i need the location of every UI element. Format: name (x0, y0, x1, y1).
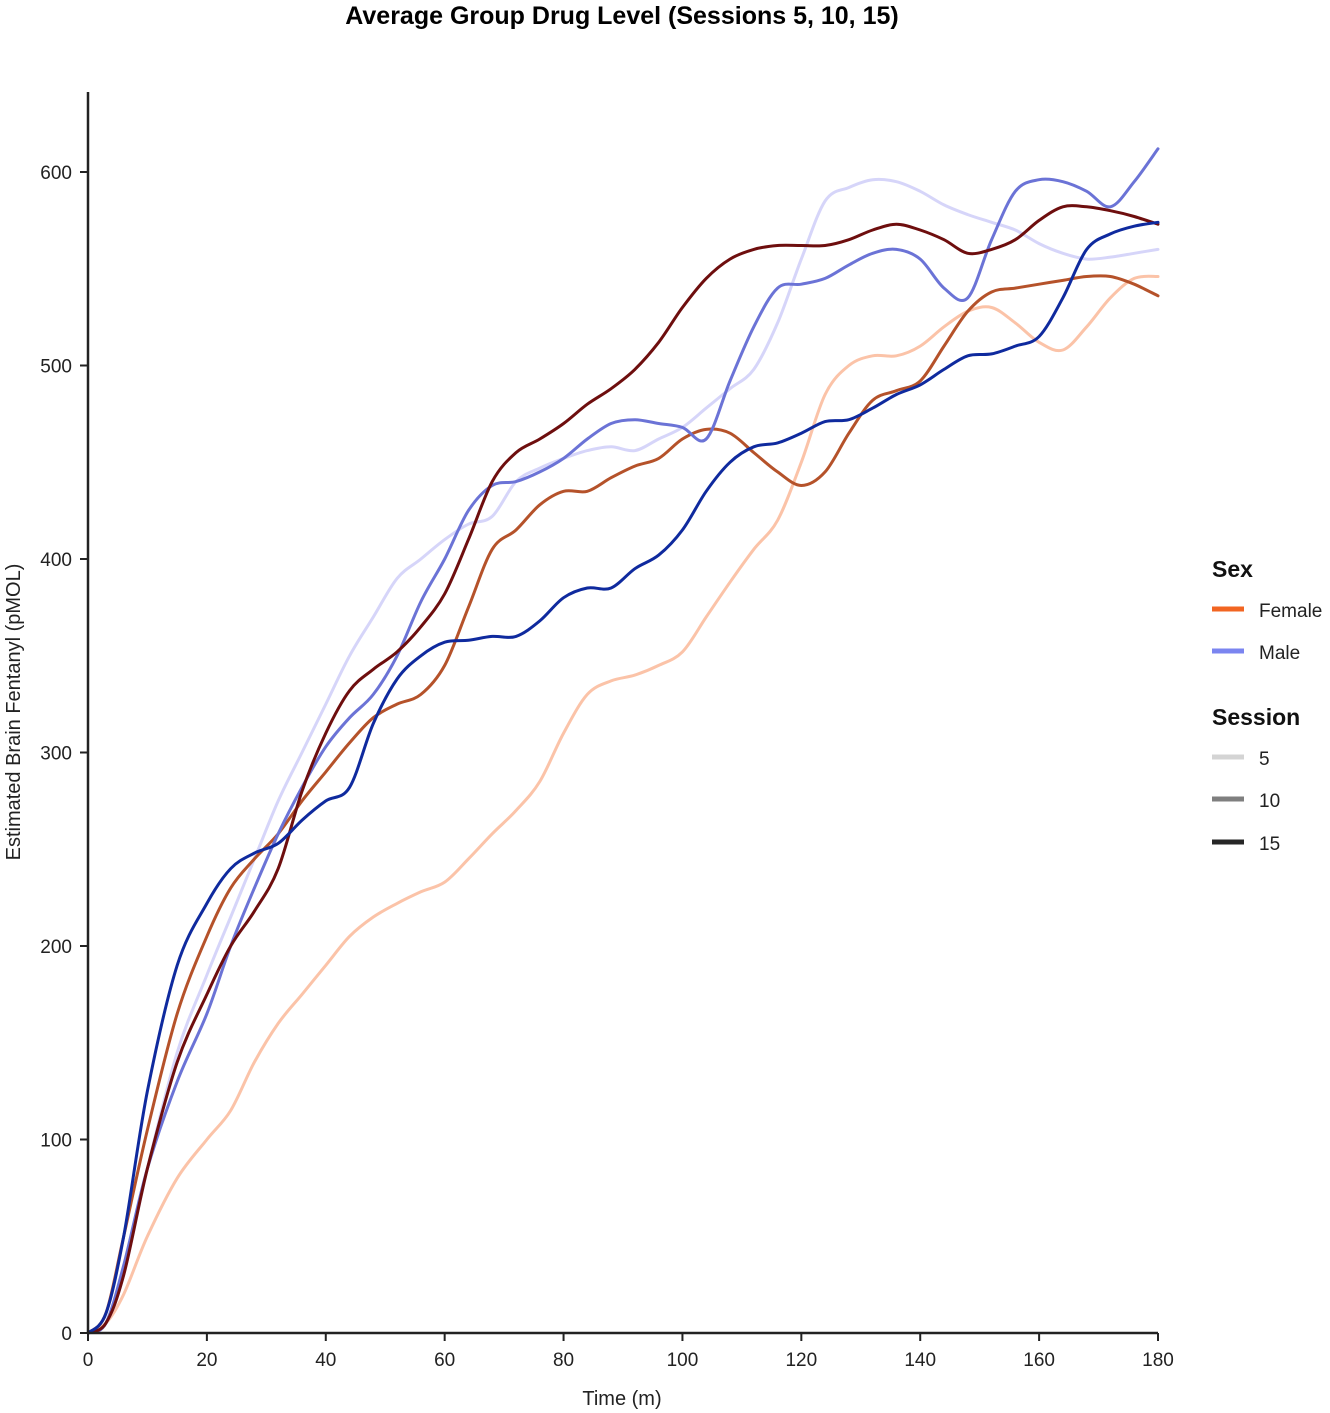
series-line-female-session-10 (86, 274, 1160, 1335)
series-line-female-session-5 (86, 274, 1160, 1335)
x-tick-label: 180 (1142, 1350, 1174, 1371)
y-tick-label: 100 (40, 1131, 72, 1152)
x-axis-label: Time (m) (582, 1388, 661, 1410)
legend: Sex Female Male Session 5 10 15 (1212, 556, 1322, 855)
legend-label-male: Male (1259, 643, 1300, 664)
y-tick-label: 200 (40, 937, 72, 958)
x-tick-label: 140 (904, 1350, 936, 1371)
x-tick-label: 40 (315, 1350, 336, 1371)
x-tick-label: 100 (667, 1350, 699, 1371)
y-tick-label: 0 (61, 1324, 72, 1345)
legend-sex-title: Sex (1212, 556, 1253, 582)
y-ticks: 0 100 200 300 400 500 600 (40, 163, 88, 1345)
legend-label-session-5: 5 (1259, 749, 1270, 770)
legend-session-title: Session (1212, 704, 1300, 730)
y-tick-label: 500 (40, 357, 72, 378)
x-tick-label: 120 (785, 1350, 817, 1371)
y-axis-label: Estimated Brain Fentanyl (pMOL) (3, 564, 25, 861)
series-layer (86, 147, 1160, 1335)
series-line-female-session-15 (86, 204, 1160, 1335)
y-tick-label: 600 (40, 163, 72, 184)
axes (86, 92, 1158, 1335)
y-tick-label: 400 (40, 550, 72, 571)
x-tick-label: 160 (1023, 1350, 1055, 1371)
x-tick-label: 20 (196, 1350, 217, 1371)
y-tick-label: 300 (40, 744, 72, 765)
legend-label-session-10: 10 (1259, 791, 1280, 812)
legend-label-female: Female (1259, 601, 1322, 622)
x-tick-label: 60 (434, 1350, 455, 1371)
series-line-male-session-10 (86, 147, 1160, 1335)
x-tick-label: 0 (83, 1350, 94, 1371)
x-tick-label: 80 (553, 1350, 574, 1371)
x-ticks: 0 20 40 60 80 100 120 140 160 180 (83, 1333, 1174, 1371)
series-line-male-session-15 (86, 220, 1160, 1335)
chart-title: Average Group Drug Level (Sessions 5, 10… (345, 2, 898, 30)
legend-label-session-15: 15 (1259, 834, 1280, 855)
